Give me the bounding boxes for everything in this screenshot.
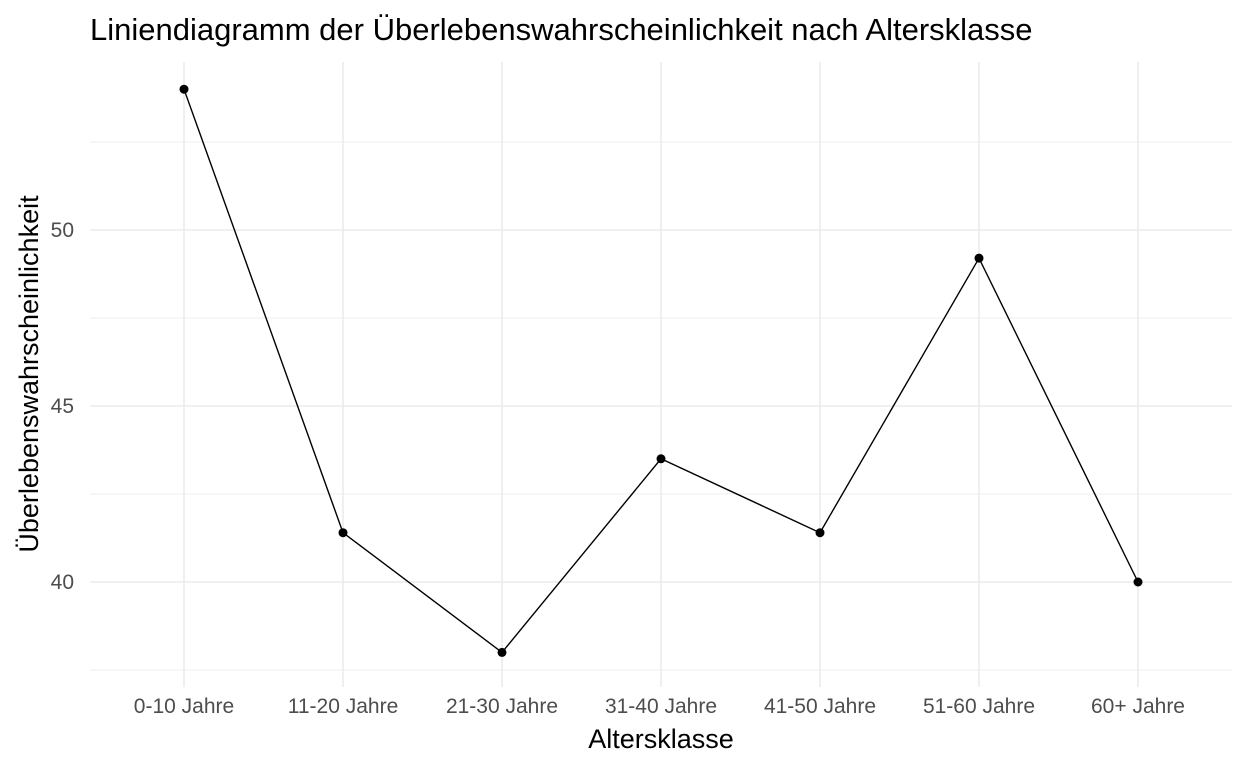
series-survival xyxy=(179,84,1143,657)
x-tick-label: 51-60 Jahre xyxy=(923,695,1035,718)
x-axis-title: Altersklasse xyxy=(588,724,734,754)
x-tick-label: 31-40 Jahre xyxy=(605,695,717,718)
x-axis-tick-labels: 0-10 Jahre 11-20 Jahre 21-30 Jahre 31-40 Ja… xyxy=(134,695,1185,718)
y-axis-title: Überlebenswahrscheinlichkeit xyxy=(14,195,44,553)
x-tick-label: 21-30 Jahre xyxy=(446,695,558,718)
data-point xyxy=(656,454,666,464)
y-tick-label: 50 xyxy=(51,219,74,242)
chart-title: Liniendiagramm der Überlebenswahrscheinl… xyxy=(90,12,1033,47)
data-point xyxy=(338,528,348,538)
data-point xyxy=(974,253,984,263)
data-point xyxy=(497,647,507,657)
x-tick-label: 41-50 Jahre xyxy=(764,695,876,718)
x-tick-label: 11-20 Jahre xyxy=(288,695,399,718)
major-gridlines xyxy=(90,62,1232,687)
y-axis-tick-labels: 40 45 50 xyxy=(51,219,74,594)
y-tick-label: 40 xyxy=(51,571,74,594)
y-tick-label: 45 xyxy=(51,395,74,418)
data-point xyxy=(179,84,189,94)
data-point xyxy=(1133,577,1143,587)
data-point xyxy=(815,528,825,538)
x-tick-label: 0-10 Jahre xyxy=(134,695,234,718)
x-tick-label: 60+ Jahre xyxy=(1091,695,1185,718)
